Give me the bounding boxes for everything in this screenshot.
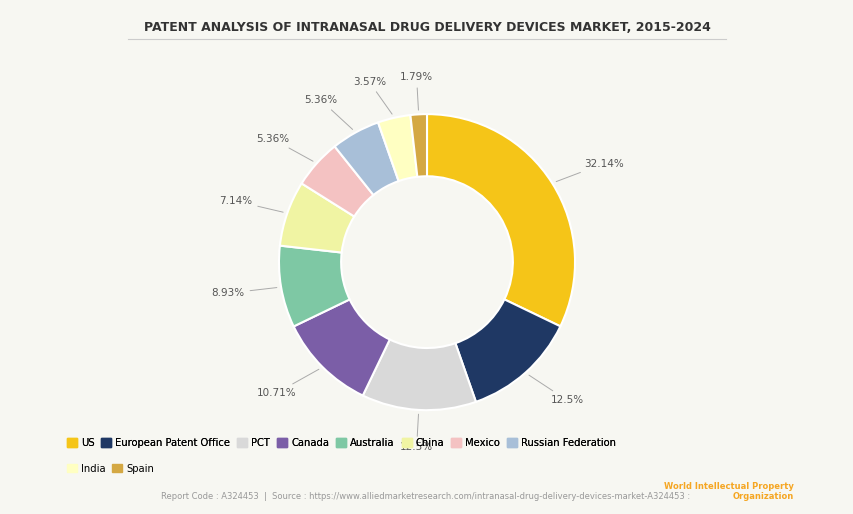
Legend: US, European Patent Office, PCT, Canada, Australia, China, Mexico, Russian Feder: US, European Patent Office, PCT, Canada,… — [65, 436, 618, 450]
Wedge shape — [293, 300, 389, 396]
Text: 5.36%: 5.36% — [304, 95, 352, 130]
Wedge shape — [301, 146, 373, 216]
Text: 3.57%: 3.57% — [352, 77, 392, 114]
Text: 5.36%: 5.36% — [256, 134, 313, 161]
Wedge shape — [378, 115, 417, 181]
Wedge shape — [334, 122, 398, 195]
Wedge shape — [410, 114, 426, 177]
Text: 10.71%: 10.71% — [256, 369, 318, 398]
Wedge shape — [280, 183, 354, 252]
Wedge shape — [363, 340, 475, 410]
Wedge shape — [279, 246, 349, 326]
Wedge shape — [455, 299, 560, 402]
Text: 32.14%: 32.14% — [555, 159, 623, 181]
Legend: India, Spain: India, Spain — [65, 462, 156, 475]
Text: 1.79%: 1.79% — [399, 72, 432, 110]
Text: 8.93%: 8.93% — [212, 287, 276, 298]
Text: 12.5%: 12.5% — [399, 414, 432, 452]
Text: 12.5%: 12.5% — [528, 375, 583, 405]
Text: PATENT ANALYSIS OF INTRANASAL DRUG DELIVERY DEVICES MARKET, 2015-2024: PATENT ANALYSIS OF INTRANASAL DRUG DELIV… — [143, 21, 710, 33]
Wedge shape — [426, 114, 574, 326]
Text: World Intellectual Property
Organization: World Intellectual Property Organization — [664, 482, 793, 501]
Text: 7.14%: 7.14% — [219, 196, 283, 212]
Text: Report Code : A324453  |  Source : https://www.alliedmarketresearch.com/intranas: Report Code : A324453 | Source : https:/… — [161, 492, 692, 501]
